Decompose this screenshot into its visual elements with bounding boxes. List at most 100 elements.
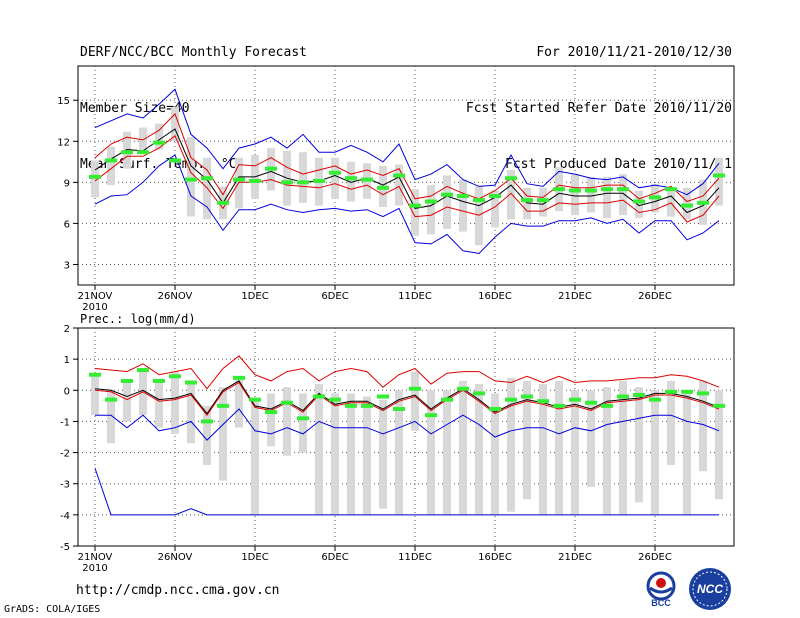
temp-obs-marker (409, 203, 421, 208)
prec-x-tick-label: 16DEC (478, 552, 512, 563)
prec-range-bar (507, 377, 515, 512)
temp-x-tick-label: 21DEC (558, 291, 592, 302)
temp-range-bar (667, 187, 675, 217)
temp-obs-marker (345, 176, 357, 181)
prec-line-min (95, 408, 720, 441)
prec-range-bar (107, 390, 115, 444)
temp-obs-marker (297, 180, 309, 185)
temp-y-tick-label: 6 (64, 219, 70, 230)
prec-plot-frame (77, 327, 735, 547)
temp-range-bar (475, 186, 483, 246)
prec-line-mean (94, 380, 720, 415)
prec-line-upper (94, 355, 720, 390)
temp-obs-marker (553, 187, 565, 192)
prec-range-bar (267, 393, 275, 447)
prec-obs-marker (249, 397, 261, 402)
temp-obs-marker (233, 177, 245, 182)
temp-obs-marker (249, 178, 261, 183)
temp-obs-marker (201, 176, 213, 181)
header-right: For 2010/11/21-2010/12/30 Fcst Started R… (466, 8, 732, 194)
temp-y-tick-label: 12 (57, 137, 70, 148)
prec-range-bar (251, 399, 259, 515)
prec-range-bar (619, 380, 627, 515)
temp-obs-marker (169, 158, 181, 163)
prec-range-bar (459, 380, 467, 515)
prec-range-bar (699, 380, 707, 472)
temp-range-bar (347, 161, 355, 202)
prec-x-tick-label: 26NOV (158, 552, 193, 563)
temp-obs-marker (473, 198, 485, 203)
prec-x-tick-label: 11DEC (398, 552, 432, 563)
temp-x-tick-label: 21NOV (78, 291, 113, 302)
temp-obs-marker (185, 177, 197, 182)
temp-range-bar (411, 189, 419, 236)
temp-line-mean (94, 128, 720, 214)
prec-obs-marker (137, 368, 149, 373)
prec-obs-marker (409, 386, 421, 391)
prec-obs-marker (585, 400, 597, 405)
prec-obs-marker (633, 392, 645, 397)
temp-obs-marker (569, 188, 581, 193)
prec-range-bar (171, 371, 179, 434)
temp-range-bar (299, 152, 307, 203)
temp-range-bar (635, 190, 643, 218)
prec-range-bar (235, 377, 243, 428)
temp-obs-marker (121, 150, 133, 155)
prec-range-bar (523, 380, 531, 500)
prec-obs-marker (665, 389, 677, 394)
temp-obs-marker (649, 195, 661, 200)
temp-obs-marker (457, 194, 469, 199)
prec-obs-marker (329, 397, 341, 402)
temp-range-bar (715, 157, 723, 206)
prec-y-tick-label: 2 (64, 324, 70, 335)
prec-range-bar (315, 384, 323, 515)
bcc-logo-sun (656, 578, 666, 588)
temp-obs-marker (377, 185, 389, 190)
prec-obs-marker (89, 372, 101, 377)
prec-x-tick-label: 21NOV (78, 552, 113, 563)
prec-range-bar (219, 387, 227, 481)
prec-range-bar (667, 380, 675, 466)
prec-obs-marker (153, 378, 165, 383)
temp-range-bar (107, 146, 115, 186)
prec-obs-marker (297, 416, 309, 421)
prec-obs-marker (217, 403, 229, 408)
temp-obs-marker (521, 198, 533, 203)
temp-line-max (94, 88, 720, 196)
temp-range-bar (491, 190, 499, 228)
ncc-logo-ring (692, 571, 728, 607)
prec-range-bar (363, 396, 371, 515)
prec-obs-marker (185, 380, 197, 385)
footer-url[interactable]: http://cmdp.ncc.cma.gov.cn (76, 583, 280, 598)
temp-range-bar (171, 107, 179, 142)
prec-obs-marker (473, 391, 485, 396)
prec-range-bar (379, 399, 387, 509)
temp-obs-marker (697, 200, 709, 205)
temp-obs-marker (537, 198, 549, 203)
prec-y-tick-label: -4 (60, 511, 70, 522)
prec-y-tick-label: 1 (64, 355, 70, 366)
temp-range-bar (507, 170, 515, 220)
prec-x-tick-label: 21DEC (558, 552, 592, 563)
temp-obs-marker (585, 188, 597, 193)
prec-obs-marker (105, 397, 117, 402)
prec-obs-marker (233, 375, 245, 380)
temp-range-bar (603, 176, 611, 218)
temp-obs-marker (361, 177, 373, 182)
temp-y-tick-label: 15 (57, 96, 70, 107)
temp-line-upper (94, 112, 720, 203)
temp-obs-marker (489, 194, 501, 199)
prec-obs-marker (361, 403, 373, 408)
prec-range-bar (443, 390, 451, 515)
prec-range-bar (683, 393, 691, 515)
temp-x-tick-label: 11DEC (398, 291, 432, 302)
temp-obs-marker (137, 150, 149, 155)
prec-obs-marker (649, 397, 661, 402)
prec-y-tick-label: 0 (64, 386, 70, 397)
prec-range-bar (651, 390, 659, 515)
prec-range-bar (571, 390, 579, 515)
temp-y-tick-label: 9 (64, 178, 70, 189)
prec-obs-marker (521, 394, 533, 399)
prec-range-bar (715, 390, 723, 500)
